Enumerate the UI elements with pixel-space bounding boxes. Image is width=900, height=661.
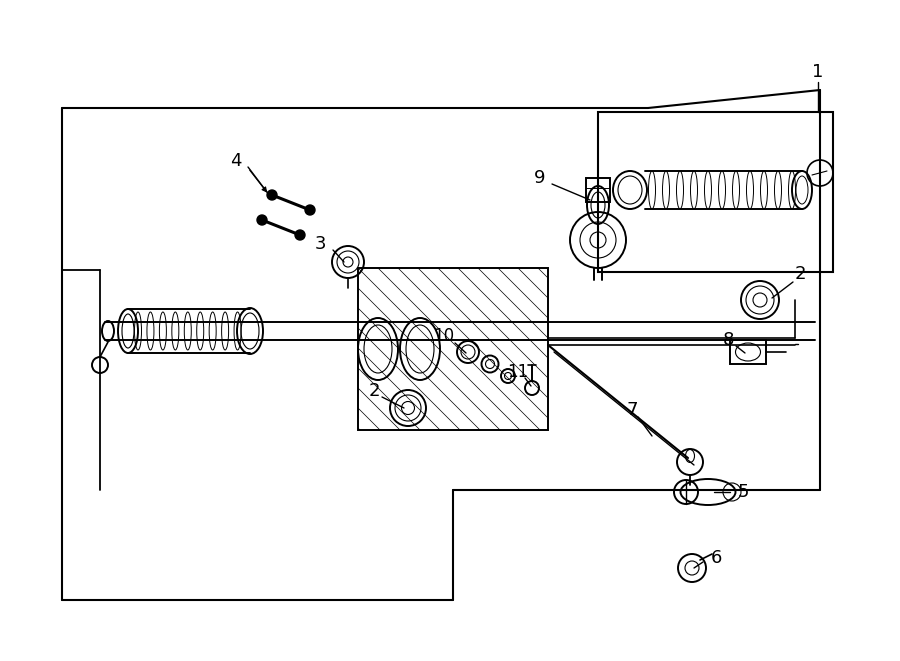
Text: 10: 10 <box>434 327 454 345</box>
Text: 5: 5 <box>737 483 749 501</box>
Text: 9: 9 <box>535 169 545 187</box>
Text: 6: 6 <box>710 549 722 567</box>
Bar <box>586 178 610 202</box>
Circle shape <box>295 230 305 240</box>
Text: 8: 8 <box>723 331 734 349</box>
Circle shape <box>305 205 315 215</box>
Text: 3: 3 <box>314 235 326 253</box>
Text: 11: 11 <box>508 363 528 381</box>
Circle shape <box>257 215 267 225</box>
Text: 2: 2 <box>794 265 806 283</box>
Text: 1: 1 <box>813 63 824 81</box>
Circle shape <box>267 190 277 200</box>
Text: 7: 7 <box>626 401 638 419</box>
Bar <box>598 112 833 272</box>
Text: 4: 4 <box>230 152 242 170</box>
Bar <box>730 340 766 364</box>
Text: 2: 2 <box>368 382 380 400</box>
